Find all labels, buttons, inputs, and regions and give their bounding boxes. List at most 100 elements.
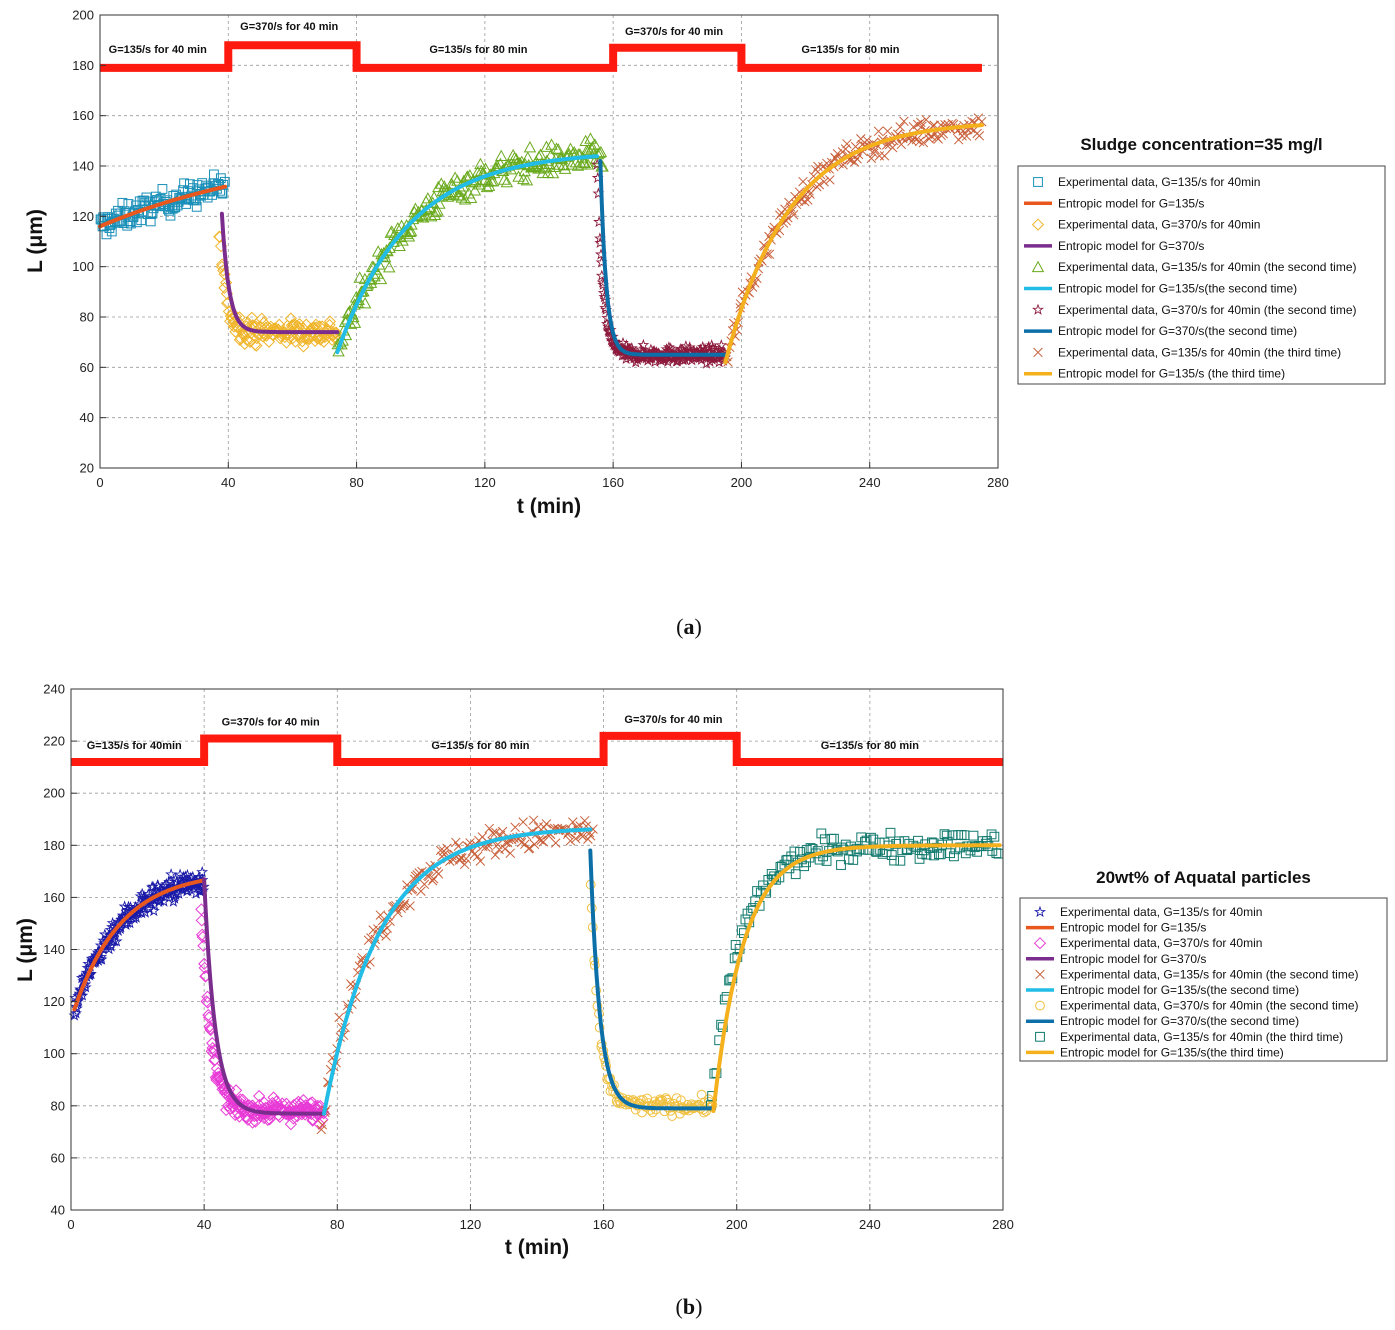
data-point xyxy=(325,325,338,338)
data-point xyxy=(124,901,137,913)
legend-marker xyxy=(1035,969,1045,980)
regime-label: G=135/s for 80 min xyxy=(431,740,529,752)
legend: 20wt% of Aquatal particles Experimental d… xyxy=(1019,868,1388,1062)
data-point xyxy=(578,156,592,169)
data-point xyxy=(832,149,843,159)
y-tick-label: 60 xyxy=(51,1150,65,1165)
regime-label: G=370/s for 40 min xyxy=(624,714,722,726)
data-point xyxy=(448,171,462,183)
data-point xyxy=(196,865,209,878)
model-curve xyxy=(98,184,228,229)
x-tick-label: 240 xyxy=(859,1217,881,1232)
data-point xyxy=(518,817,528,827)
x-tick-label: 40 xyxy=(197,1217,211,1232)
model-curve xyxy=(219,211,340,335)
data-point xyxy=(190,887,203,899)
y-tick-label: 20 xyxy=(80,461,94,476)
regime-label: G=370/s for 40 min xyxy=(222,716,320,728)
data-point xyxy=(147,208,158,219)
data-point xyxy=(499,161,512,173)
regime-label: G=135/s for 40min xyxy=(87,740,182,752)
data-point xyxy=(227,320,241,333)
data-point xyxy=(238,337,251,350)
legend-title: 20wt% of Aquatal particles xyxy=(1096,868,1311,887)
regime-label: G=135/s for 80 min xyxy=(821,740,919,752)
data-point xyxy=(550,838,561,848)
data-point xyxy=(740,914,751,925)
legend-entry: Experimental data, G=135/s for 40min (th… xyxy=(1058,345,1341,359)
data-point xyxy=(475,164,488,176)
data-point xyxy=(542,157,556,170)
data-point xyxy=(829,833,839,844)
data-point xyxy=(941,830,952,841)
data-point xyxy=(594,145,608,158)
data-point xyxy=(517,172,530,185)
y-tick-label: 140 xyxy=(43,942,65,957)
x-tick-label: 80 xyxy=(330,1217,344,1232)
data-point xyxy=(308,334,322,348)
data-point xyxy=(255,312,268,325)
data-point xyxy=(261,1113,274,1126)
data-point xyxy=(968,830,979,841)
data-point xyxy=(914,136,925,147)
axes-frame xyxy=(99,14,999,469)
data-point xyxy=(516,837,527,848)
data-point xyxy=(524,843,535,853)
y-axis-label: L (μm) xyxy=(14,918,37,982)
x-tick-label: 200 xyxy=(731,475,753,490)
data-point xyxy=(795,847,805,857)
legend-entry: Entropic model for G=370/s xyxy=(1058,239,1204,253)
data-point xyxy=(286,332,299,345)
data-point xyxy=(125,218,136,229)
figure-caption: (b) xyxy=(676,1294,703,1319)
data-point xyxy=(404,224,418,237)
data-point xyxy=(317,1120,328,1130)
data-point xyxy=(463,169,477,181)
figure-caption: (a) xyxy=(676,614,702,639)
data-point xyxy=(433,197,446,209)
data-point xyxy=(315,331,328,344)
data-point xyxy=(297,340,310,353)
data-point xyxy=(331,332,344,345)
data-point xyxy=(170,202,181,213)
data-point xyxy=(551,143,565,155)
data-point xyxy=(805,843,816,853)
data-point xyxy=(240,333,253,346)
y-tick-label: 100 xyxy=(43,1046,65,1061)
data-point xyxy=(790,869,801,880)
data-point xyxy=(537,161,550,174)
x-tick-label: 120 xyxy=(460,1217,482,1232)
data-point xyxy=(442,843,452,853)
data-point xyxy=(570,833,581,844)
legend-entry: Entropic model for G=135/s(the third tim… xyxy=(1060,1045,1284,1059)
data-point xyxy=(935,849,946,860)
legend-entry: Experimental data, G=135/s for 40min (th… xyxy=(1060,967,1358,981)
chart-a: G=135/s for 40 min G=370/s for 40 min G=13… xyxy=(24,8,1386,639)
data-point xyxy=(353,271,366,283)
data-point xyxy=(574,158,588,170)
regime-label: G=135/s for 40 min xyxy=(109,44,207,56)
y-tick-label: 160 xyxy=(72,108,94,123)
data-point xyxy=(821,856,832,866)
data-point xyxy=(276,1097,289,1110)
y-tick-label: 80 xyxy=(51,1098,65,1113)
legend-box xyxy=(1019,897,1388,1062)
data-point xyxy=(579,134,592,147)
data-point xyxy=(457,853,467,863)
legend-marker xyxy=(1033,347,1043,358)
data-point xyxy=(375,910,386,920)
data-point xyxy=(586,140,599,153)
data-point xyxy=(889,855,900,866)
legend-marker xyxy=(1031,260,1045,273)
data-point xyxy=(164,875,177,887)
data-point xyxy=(637,338,650,351)
data-point xyxy=(229,1084,243,1097)
data-point xyxy=(557,159,571,171)
data-point xyxy=(252,1089,266,1103)
data-point xyxy=(591,147,605,160)
data-point xyxy=(479,162,492,174)
data-point xyxy=(866,153,877,164)
data-point xyxy=(577,831,588,842)
regime-label: G=135/s for 80 min xyxy=(801,44,899,56)
data-point xyxy=(585,831,596,841)
